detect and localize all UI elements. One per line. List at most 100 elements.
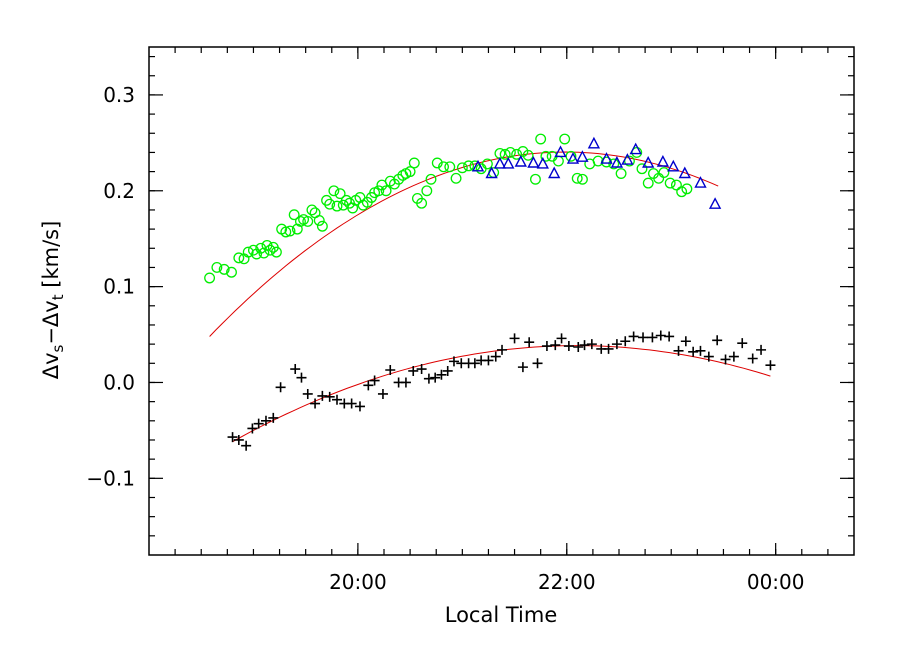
data-point-circle xyxy=(444,161,456,173)
data-point-circle xyxy=(380,185,392,197)
data-point-triangle xyxy=(471,159,485,172)
data-point-plus xyxy=(647,332,658,343)
data-point-plus xyxy=(430,372,441,383)
data-point-plus xyxy=(517,362,528,373)
data-point-plus xyxy=(332,394,342,405)
data-point-plus xyxy=(483,355,494,366)
y-tick-label: 0.0 xyxy=(103,370,135,394)
data-point-circle xyxy=(670,179,682,191)
data-point-triangle xyxy=(485,166,498,179)
fit-curve xyxy=(232,345,771,443)
data-point-plus xyxy=(385,365,396,376)
data-point-circle xyxy=(425,173,437,185)
data-point-plus xyxy=(442,365,453,376)
data-point-circle xyxy=(373,185,385,197)
data-point-circle xyxy=(302,215,314,227)
data-point-circle xyxy=(615,168,627,179)
data-point-plus xyxy=(655,330,666,341)
y-axis-title: Δvs−Δvt [km/s] xyxy=(39,221,67,380)
data-point-plus xyxy=(756,344,767,355)
data-point-plus xyxy=(765,360,776,371)
data-point-circle xyxy=(306,204,318,216)
data-point-plus xyxy=(611,339,622,350)
data-point-circle xyxy=(552,155,564,167)
data-point-circle xyxy=(416,197,428,209)
data-point-circle xyxy=(431,157,443,169)
data-point-triangle xyxy=(536,156,549,169)
data-point-circle xyxy=(324,198,336,210)
data-point-circle xyxy=(456,162,468,174)
data-points xyxy=(204,133,776,451)
data-point-plus xyxy=(620,336,631,347)
data-point-plus xyxy=(346,398,357,409)
y-tick-label: 0.2 xyxy=(103,179,135,203)
data-point-plus xyxy=(563,341,574,352)
y-tick-label: −0.1 xyxy=(86,466,135,490)
data-point-triangle xyxy=(514,154,527,167)
data-point-plus xyxy=(532,358,543,369)
data-point-plus xyxy=(275,382,286,393)
x-axis-title: Local Time xyxy=(445,603,558,627)
data-point-plus xyxy=(253,418,264,429)
data-point-plus xyxy=(290,364,301,375)
data-point-plus xyxy=(680,336,691,347)
data-point-circle xyxy=(540,150,552,162)
data-point-plus xyxy=(688,346,699,357)
data-point-triangle xyxy=(554,145,567,158)
y-axis-title-part: −Δv xyxy=(39,300,63,344)
data-point-plus xyxy=(524,337,535,348)
data-point-plus xyxy=(579,340,590,351)
data-point-circle xyxy=(233,252,245,264)
data-point-circle xyxy=(242,246,254,258)
fit-curve xyxy=(209,151,719,337)
data-point-circle xyxy=(535,133,547,145)
data-point-circle xyxy=(504,146,516,158)
data-point-triangle xyxy=(493,156,507,169)
data-point-circle xyxy=(280,226,292,238)
data-point-plus xyxy=(556,333,567,344)
data-point-circle xyxy=(608,158,620,170)
y-tick-label: 0.1 xyxy=(103,275,135,299)
data-point-triangle xyxy=(610,155,624,168)
data-point-plus xyxy=(586,339,597,350)
data-point-circle xyxy=(316,220,328,232)
data-point-triangle xyxy=(621,153,634,165)
data-point-plus xyxy=(436,369,447,380)
data-point-circle xyxy=(636,163,648,175)
axis-ticks: 20:00 22:00 00:00 −0.1 0.0 0.1 0.2 0.3 xyxy=(86,47,854,594)
data-point-plus xyxy=(673,345,684,356)
data-point-circle xyxy=(522,149,534,161)
data-point-plus xyxy=(247,423,258,434)
data-point-plus xyxy=(363,380,374,391)
x-tick-label: 20:00 xyxy=(329,570,387,594)
data-point-plus xyxy=(695,345,706,356)
data-point-circle xyxy=(481,158,493,170)
data-point-circle xyxy=(264,244,276,256)
data-point-circle xyxy=(284,225,296,237)
data-point-circle xyxy=(559,133,571,145)
data-point-circle xyxy=(334,188,346,200)
data-point-plus xyxy=(720,354,731,365)
data-point-circle xyxy=(421,185,433,197)
data-point-triangle xyxy=(694,176,707,188)
data-point-plus xyxy=(550,340,561,351)
y-axis-title-sub: t xyxy=(49,294,67,300)
data-point-circle xyxy=(288,209,300,221)
x-tick-label: 22:00 xyxy=(538,570,596,594)
y-tick-label: 0.3 xyxy=(103,83,135,107)
data-point-triangle xyxy=(502,156,515,169)
data-point-circle xyxy=(218,263,230,275)
data-point-triangle xyxy=(600,152,613,164)
data-point-triangle xyxy=(576,150,589,162)
y-axis-title-sub: s xyxy=(49,345,67,353)
data-point-circle xyxy=(408,157,420,169)
data-point-plus xyxy=(712,335,723,346)
data-point-plus xyxy=(573,342,584,353)
data-point-plus xyxy=(369,375,380,386)
y-axis-title-part: [km/s] xyxy=(39,221,63,295)
y-axis-title-part: Δv xyxy=(39,353,63,380)
data-point-circle xyxy=(664,177,676,189)
fit-curves xyxy=(209,151,771,443)
data-point-plus xyxy=(497,344,508,355)
